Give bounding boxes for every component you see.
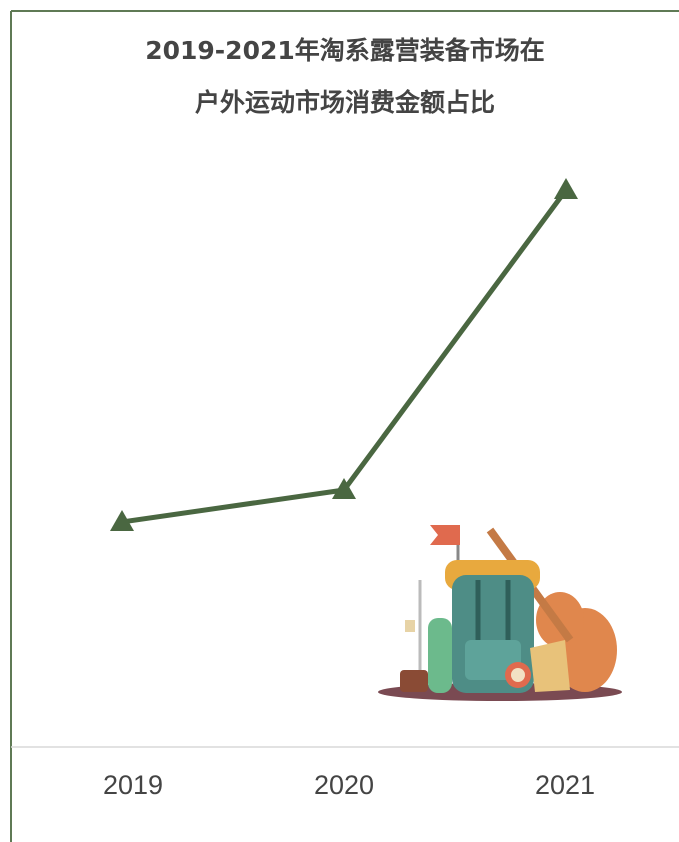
x-tick-label: 2021 (535, 770, 595, 800)
marker (110, 510, 134, 531)
map (530, 640, 570, 692)
thermos (428, 618, 452, 693)
marshmallow (405, 620, 415, 632)
chart-title: 户外运动市场消费金额占比 (195, 88, 495, 117)
x-tick-label: 2019 (103, 770, 163, 800)
chart-title: 2019-2021年淘系露营装备市场在 (145, 36, 545, 65)
marker (554, 178, 578, 199)
food (400, 670, 428, 692)
compass-face (511, 668, 525, 682)
illustration (378, 525, 622, 701)
x-tick-label: 2020 (314, 770, 374, 800)
flag (430, 525, 460, 545)
marker (332, 478, 356, 499)
